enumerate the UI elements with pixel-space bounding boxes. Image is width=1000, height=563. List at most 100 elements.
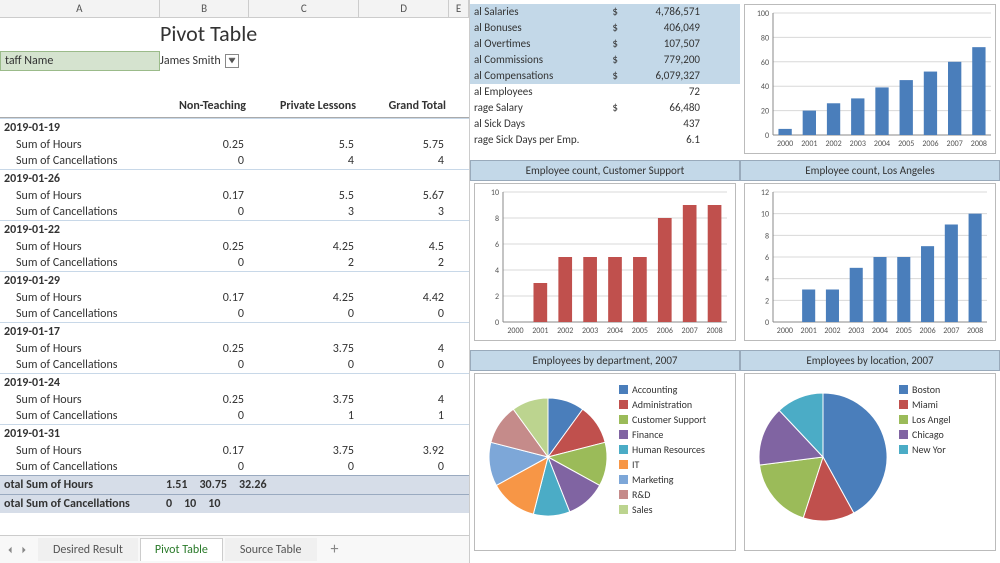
cell: 4.42 [360, 290, 450, 306]
pivot-data-row[interactable]: Sum of Hours0.173.753.92 [0, 443, 469, 459]
col-header-d[interactable]: D [359, 0, 449, 17]
pivot-data-row[interactable]: Sum of Cancellations011 [0, 408, 469, 424]
pie-right-title: Employees by location, 2007 [740, 350, 1000, 371]
total-row: otal Sum of Hours1.5130.7532.26 [0, 475, 469, 494]
legend-swatch [899, 430, 908, 439]
pivot-data-row[interactable]: Sum of Hours0.255.55.75 [0, 137, 469, 153]
legend-swatch [619, 415, 628, 424]
legend-item: Boston [899, 382, 951, 397]
cell: 5.75 [360, 137, 450, 153]
cell: 5.5 [250, 137, 360, 153]
svg-text:2002: 2002 [824, 326, 840, 336]
stat-row[interactable]: al Commissions$779,200 [470, 52, 740, 68]
date-group[interactable]: 2019-01-22 [0, 220, 469, 239]
row-label: Sum of Hours [0, 188, 160, 204]
svg-text:2003: 2003 [848, 326, 864, 336]
pivot-data-row[interactable]: Sum of Hours0.174.254.42 [0, 290, 469, 306]
svg-text:60: 60 [761, 58, 769, 68]
dashboard-pane: al Salaries$4,786,571al Bonuses$406,049a… [470, 0, 1000, 563]
pivot-data-row[interactable]: Sum of Hours0.253.754 [0, 392, 469, 408]
cell: 0 [160, 357, 250, 373]
cell: 0 [160, 153, 250, 169]
tab-nav-next-icon[interactable] [18, 543, 30, 557]
header-private-lessons: Private Lessons [250, 95, 360, 117]
svg-text:2: 2 [495, 292, 499, 302]
svg-text:2001: 2001 [801, 326, 817, 336]
cell: 4.25 [250, 239, 360, 255]
date-group[interactable]: 2019-01-17 [0, 322, 469, 341]
svg-text:2008: 2008 [971, 139, 987, 149]
stat-label: rage Sick Days per Emp. [470, 132, 600, 148]
stat-row[interactable]: rage Salary$66,480 [470, 100, 740, 116]
date-group[interactable]: 2019-01-24 [0, 373, 469, 392]
pivot-data-row[interactable]: Sum of Cancellations022 [0, 255, 469, 271]
pivot-data-row[interactable]: Sum of Cancellations033 [0, 204, 469, 220]
row-label: Sum of Hours [0, 443, 160, 459]
svg-text:2000: 2000 [777, 326, 793, 336]
filter-label[interactable]: taff Name [0, 51, 160, 71]
stat-row[interactable]: al Overtimes$107,507 [470, 36, 740, 52]
pivot-data-row[interactable]: Sum of Cancellations000 [0, 357, 469, 373]
chart-top-right: 0204060801002000200120022003200420052006… [740, 0, 1000, 160]
filter-dropdown-icon[interactable] [225, 54, 239, 68]
stat-row[interactable]: al Employees72 [470, 84, 740, 100]
cell: 0.17 [160, 443, 250, 459]
pivot-data-row[interactable]: Sum of Hours0.175.55.67 [0, 188, 469, 204]
col-header-c[interactable]: C [249, 0, 359, 17]
cell: 0 [160, 255, 250, 271]
svg-text:2008: 2008 [967, 326, 983, 336]
cell: 2 [250, 255, 360, 271]
pivot-data-row[interactable]: Sum of Cancellations000 [0, 306, 469, 322]
date-group[interactable]: 2019-01-19 [0, 118, 469, 137]
svg-text:2005: 2005 [898, 139, 914, 149]
tab-nav-prev-icon[interactable] [4, 543, 16, 557]
stat-label: al Salaries [470, 4, 600, 20]
legend-label: New Yor [912, 442, 946, 457]
stat-row[interactable]: al Salaries$4,786,571 [470, 4, 740, 20]
cell: 3.75 [250, 341, 360, 357]
legend-item: Finance [619, 427, 706, 442]
legend-label: Human Resources [632, 442, 705, 457]
pivot-data-row[interactable]: Sum of Cancellations000 [0, 459, 469, 475]
svg-text:2004: 2004 [607, 326, 623, 336]
pivot-data-row[interactable]: Sum of Cancellations044 [0, 153, 469, 169]
legend-label: Finance [632, 427, 663, 442]
stat-label: al Sick Days [470, 116, 600, 132]
stat-currency [600, 116, 618, 132]
col-header-e[interactable]: E [449, 0, 469, 17]
col-header-a[interactable]: A [0, 0, 160, 17]
pivot-data-row[interactable]: Sum of Hours0.254.254.5 [0, 239, 469, 255]
cell: 5.67 [360, 188, 450, 204]
stat-row[interactable]: al Sick Days437 [470, 116, 740, 132]
sheet-tab[interactable]: Pivot Table [140, 538, 223, 561]
stat-row[interactable]: rage Sick Days per Emp.6.1 [470, 132, 740, 148]
cell: 0.25 [160, 137, 250, 153]
cell: 0 [360, 459, 450, 475]
legend-item: Los Angel [899, 412, 951, 427]
add-sheet-button[interactable]: + [325, 540, 345, 560]
svg-text:40: 40 [761, 82, 769, 92]
legend-swatch [619, 445, 628, 454]
date-group[interactable]: 2019-01-31 [0, 424, 469, 443]
col-header-b[interactable]: B [160, 0, 250, 17]
sheet-tab[interactable]: Source Table [225, 538, 317, 561]
legend-swatch [899, 400, 908, 409]
row-label: Sum of Cancellations [0, 204, 160, 220]
sheet-tab[interactable]: Desired Result [38, 538, 138, 561]
stat-row[interactable]: al Compensations$6,079,327 [470, 68, 740, 84]
stat-label: al Commissions [470, 52, 600, 68]
total-label: otal Sum of Hours [0, 476, 160, 494]
legend-swatch [619, 460, 628, 469]
stat-value: 4,786,571 [618, 4, 708, 20]
date-group[interactable]: 2019-01-26 [0, 169, 469, 188]
pivot-data-row[interactable]: Sum of Hours0.253.754 [0, 341, 469, 357]
svg-text:2003: 2003 [582, 326, 598, 336]
stat-row[interactable]: al Bonuses$406,049 [470, 20, 740, 36]
cell: 4 [250, 153, 360, 169]
row-label: Sum of Hours [0, 239, 160, 255]
date-group[interactable]: 2019-01-29 [0, 271, 469, 290]
svg-text:2005: 2005 [896, 326, 912, 336]
svg-text:100: 100 [757, 9, 769, 19]
svg-text:80: 80 [761, 33, 769, 43]
svg-text:2004: 2004 [874, 139, 890, 149]
